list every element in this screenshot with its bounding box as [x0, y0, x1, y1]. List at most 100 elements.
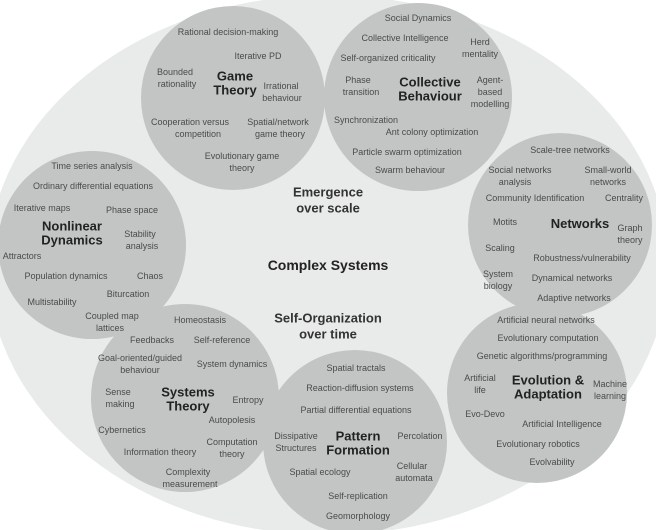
term-label: Stability [124, 229, 156, 239]
term-label: Computation [206, 437, 257, 447]
term-label: Phase space [106, 205, 158, 215]
term-label: Agent- [477, 75, 504, 85]
center-label: Complex Systems [268, 257, 389, 273]
term-label: theory [219, 449, 244, 459]
term-label: Particle swarm optimization [352, 147, 462, 157]
term-label: networks [590, 177, 626, 187]
term-label: competition [175, 129, 221, 139]
term-label: Ant colony optimization [386, 127, 479, 137]
term-label: Machine [593, 379, 627, 389]
term-label: Evolvability [529, 457, 574, 467]
term-label: Percolation [397, 431, 442, 441]
term-label: Artificial neural networks [497, 315, 595, 325]
term-label: making [105, 399, 134, 409]
cluster-title-collective-behaviour: CollectiveBehaviour [398, 76, 462, 105]
term-label: theory [229, 163, 254, 173]
term-label: Multistability [27, 297, 76, 307]
term-label: analysis [126, 241, 159, 251]
term-label: Spatial tractals [326, 363, 385, 373]
term-label: Evolutionary computation [497, 333, 598, 343]
term-label: modelling [471, 99, 510, 109]
term-label: Self-organized criticality [340, 53, 435, 63]
term-label: Evo-Devo [465, 409, 505, 419]
term-label: Cooperation versus [151, 117, 229, 127]
center-label: over scale [296, 201, 360, 216]
term-label: Homeostasis [174, 315, 226, 325]
term-label: Ordinary differential equations [33, 181, 153, 191]
term-label: Swarm behaviour [375, 165, 445, 175]
center-label: Emergence [293, 185, 363, 200]
term-label: Evolutionary robotics [496, 439, 580, 449]
term-label: Iterative maps [14, 203, 71, 213]
term-label: Dynamical networks [532, 273, 613, 283]
term-label: mentality [462, 49, 498, 59]
term-label: Motits [493, 217, 517, 227]
term-label: Population dynamics [24, 271, 107, 281]
term-label: Evolutionary game [205, 151, 280, 161]
diagram-stage: GameTheory Rational decision-making Iterat… [0, 0, 656, 530]
term-label: Social Dynamics [385, 13, 452, 23]
cluster-title-pattern-formation: PatternFormation [326, 430, 390, 459]
term-label: transition [343, 87, 380, 97]
term-label: Time series analysis [51, 161, 132, 171]
term-label: behaviour [120, 365, 160, 375]
term-label: rationality [158, 79, 197, 89]
term-label: Community Identification [486, 193, 585, 203]
cluster-title-nonlinear-dynamics: NonlinearDynamics [41, 220, 102, 249]
term-label: Spatial/network [247, 117, 309, 127]
term-label: Genetic algorithms/programming [477, 351, 608, 361]
term-label: Attractors [3, 251, 42, 261]
term-label: Feedbacks [130, 335, 174, 345]
term-label: Dissipative [274, 431, 318, 441]
term-label: Reaction-diffusion systems [306, 383, 413, 393]
term-label: biology [484, 281, 513, 291]
term-label: Social networks [488, 165, 551, 175]
term-label: Autopolesis [209, 415, 256, 425]
term-label: Scaling [485, 243, 515, 253]
term-label: Cybernetics [98, 425, 146, 435]
term-label: Irrational [263, 81, 298, 91]
term-label: Small-world [584, 165, 631, 175]
term-label: Geomorphology [326, 511, 390, 521]
term-label: Self-reference [194, 335, 251, 345]
term-label: Self-replication [328, 491, 388, 501]
term-label: Rational decision-making [178, 27, 279, 37]
term-label: Entropy [232, 395, 263, 405]
cluster-title-networks: Networks [551, 217, 610, 231]
term-label: Goal-oriented/guided [98, 353, 182, 363]
cluster-title-game-theory: GameTheory [213, 70, 256, 99]
term-label: System [483, 269, 513, 279]
term-label: life [474, 385, 486, 395]
center-label: over time [299, 327, 357, 342]
term-label: Artificial Intelligence [522, 419, 602, 429]
term-label: Herd [470, 37, 490, 47]
term-label: based [478, 87, 503, 97]
term-label: Complexity [166, 467, 211, 477]
term-label: Collective Intelligence [361, 33, 448, 43]
term-label: learning [594, 391, 626, 401]
term-label: game theory [255, 129, 305, 139]
term-label: Partial differential equations [301, 405, 412, 415]
term-label: Artificial [464, 373, 496, 383]
term-label: Phase [345, 75, 371, 85]
term-label: lattices [96, 323, 124, 333]
term-label: Cellular [397, 461, 428, 471]
term-label: Spatial ecology [289, 467, 350, 477]
term-label: Sense [105, 387, 131, 397]
term-label: System dynamics [197, 359, 268, 369]
term-label: Synchronization [334, 115, 398, 125]
term-label: Chaos [137, 271, 163, 281]
term-label: Centrality [605, 193, 643, 203]
term-label: Adaptive networks [537, 293, 611, 303]
term-label: Robustness/vulnerability [533, 253, 631, 263]
cluster-title-evolution-adaptation: Evolution &Adaptation [512, 374, 584, 403]
center-label: Self-Organization [274, 311, 382, 326]
term-label: Bounded [157, 67, 193, 77]
term-label: Scale-tree networks [530, 145, 610, 155]
cluster-title-systems-theory: SystemsTheory [161, 386, 214, 415]
term-label: Biturcation [107, 289, 150, 299]
term-label: Graph [617, 223, 642, 233]
term-label: measurement [162, 479, 217, 489]
term-label: Structures [275, 443, 316, 453]
term-label: theory [617, 235, 642, 245]
